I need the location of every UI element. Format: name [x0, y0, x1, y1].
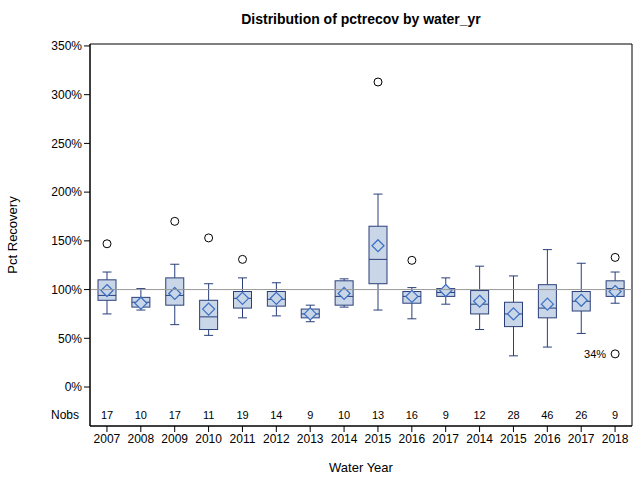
svg-text:9: 9 — [307, 409, 313, 421]
svg-text:2011: 2011 — [230, 432, 256, 446]
svg-text:10: 10 — [338, 409, 350, 421]
svg-text:12: 12 — [474, 409, 486, 421]
svg-text:28: 28 — [507, 409, 519, 421]
svg-text:Nobs: Nobs — [51, 408, 79, 422]
svg-text:34%: 34% — [584, 348, 606, 360]
svg-text:200%: 200% — [51, 185, 82, 199]
svg-text:13: 13 — [372, 409, 384, 421]
svg-text:17: 17 — [101, 409, 113, 421]
svg-text:300%: 300% — [51, 88, 82, 102]
svg-text:Pct Recovery: Pct Recovery — [8, 196, 20, 274]
svg-text:2010: 2010 — [195, 432, 222, 446]
svg-text:2018: 2018 — [602, 432, 629, 446]
svg-text:150%: 150% — [51, 234, 82, 248]
svg-text:250%: 250% — [51, 137, 82, 151]
svg-text:11: 11 — [203, 409, 214, 421]
svg-text:2016: 2016 — [534, 432, 561, 446]
svg-text:Water Year: Water Year — [329, 460, 394, 475]
svg-text:14: 14 — [270, 409, 282, 421]
svg-text:2015: 2015 — [500, 432, 527, 446]
svg-text:17: 17 — [169, 409, 181, 421]
svg-text:100%: 100% — [51, 283, 82, 297]
svg-text:10: 10 — [135, 409, 147, 421]
svg-text:2016: 2016 — [398, 432, 425, 446]
svg-text:2015: 2015 — [365, 432, 392, 446]
svg-text:2014: 2014 — [466, 432, 493, 446]
svg-text:0%: 0% — [65, 380, 83, 394]
svg-text:2017: 2017 — [432, 432, 459, 446]
svg-text:9: 9 — [612, 409, 618, 421]
svg-text:2009: 2009 — [161, 432, 188, 446]
svg-text:2007: 2007 — [94, 432, 121, 446]
svg-text:46: 46 — [541, 409, 553, 421]
svg-text:2013: 2013 — [297, 432, 324, 446]
html-text:Distribution of pctrecov by wa: Distribution of pctrecov by water_yr — [241, 11, 481, 27]
svg-text:2014: 2014 — [331, 432, 358, 446]
svg-text:19: 19 — [236, 409, 248, 421]
svg-text:26: 26 — [575, 409, 587, 421]
svg-text:50%: 50% — [58, 332, 82, 346]
svg-text:9: 9 — [443, 409, 449, 421]
svg-text:2008: 2008 — [127, 432, 154, 446]
svg-text:16: 16 — [406, 409, 418, 421]
svg-text:2012: 2012 — [263, 432, 290, 446]
svg-text:350%: 350% — [51, 39, 82, 53]
svg-text:2017: 2017 — [568, 432, 595, 446]
